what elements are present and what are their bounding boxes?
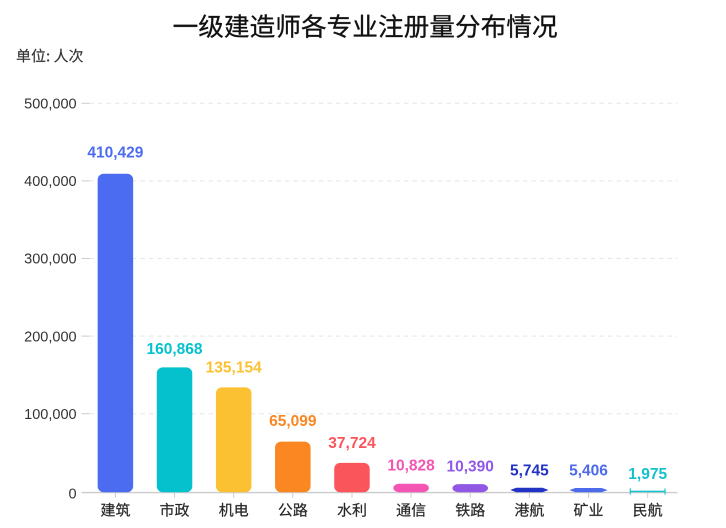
svg-text:5,406: 5,406 <box>569 463 608 480</box>
svg-text:410,429: 410,429 <box>87 145 143 162</box>
svg-text:160,868: 160,868 <box>146 341 202 358</box>
svg-text:300,000: 300,000 <box>24 252 76 268</box>
svg-text:37,724: 37,724 <box>328 435 376 452</box>
svg-text:500,000: 500,000 <box>24 97 76 113</box>
svg-text:135,154: 135,154 <box>206 359 262 376</box>
svg-text:1,975: 1,975 <box>628 466 667 483</box>
svg-text:0: 0 <box>69 486 77 502</box>
svg-text:10,390: 10,390 <box>446 459 493 476</box>
svg-text:10,828: 10,828 <box>387 457 435 474</box>
svg-text:65,099: 65,099 <box>269 413 317 430</box>
svg-text:100,000: 100,000 <box>24 407 76 423</box>
svg-text:5,745: 5,745 <box>510 463 549 480</box>
svg-text:200,000: 200,000 <box>24 329 76 345</box>
svg-text:400,000: 400,000 <box>24 174 76 190</box>
